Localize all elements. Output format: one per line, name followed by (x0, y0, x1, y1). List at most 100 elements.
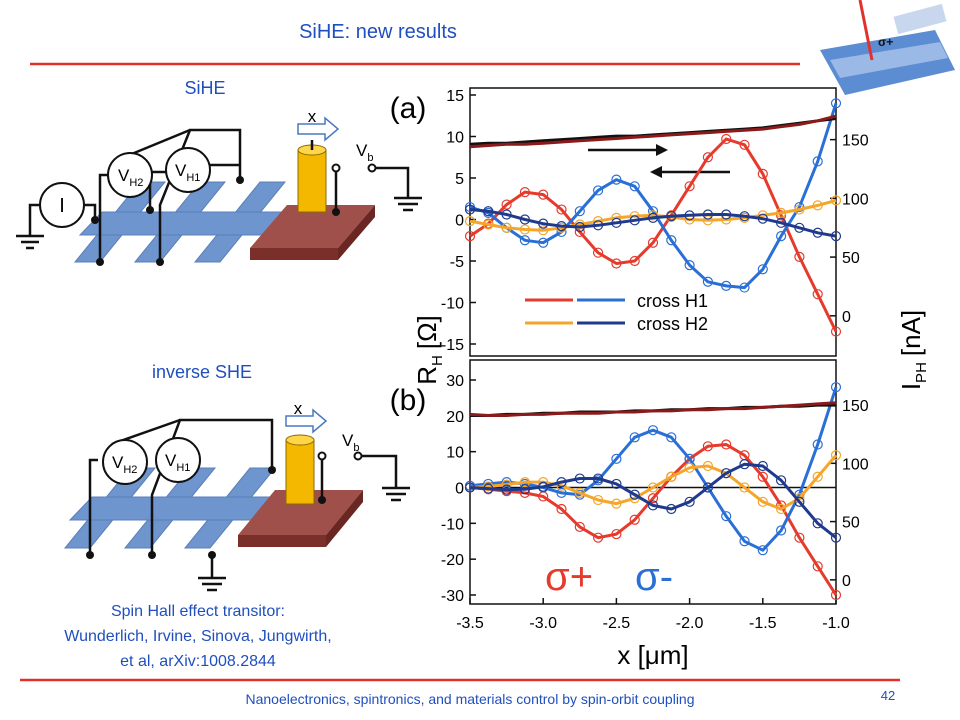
source-label: I (59, 195, 65, 217)
y-tick-label: 5 (455, 171, 464, 188)
data-point (684, 260, 695, 271)
annotation: σ+ (545, 555, 593, 599)
y2-axis-label-sub: PH (913, 362, 930, 383)
bias-main: V (342, 431, 354, 450)
data-point (666, 471, 677, 482)
probe-sub: H1 (176, 462, 190, 474)
data-point (647, 237, 659, 248)
y2-tick-label: 100 (842, 456, 869, 473)
data-line (469, 208, 837, 238)
data-line (469, 443, 838, 596)
data-point (757, 168, 768, 179)
probe-main: V (112, 453, 124, 472)
y-tick-label: -10 (441, 516, 464, 533)
data-line (469, 401, 837, 417)
circuit-diagram: SiHE x Vb I VH2 VH1 (16, 78, 422, 266)
data-point (812, 289, 823, 300)
panel-label: (b) (390, 384, 427, 417)
data-point (629, 181, 640, 192)
data-point (464, 231, 476, 242)
diagram-title: SiHE (184, 78, 225, 98)
data-point (812, 561, 823, 572)
y-tick-label: -20 (441, 552, 464, 569)
y-tick-label: 30 (446, 373, 464, 390)
data-point (647, 425, 659, 436)
x-tick-label: -3.5 (456, 615, 484, 632)
y2-tick-label: 150 (842, 133, 869, 150)
y-tick-label: 10 (446, 130, 464, 147)
data-point (739, 536, 750, 547)
y-tick-label: 20 (446, 409, 464, 426)
data-point (574, 521, 585, 533)
panel-label: (a) (390, 92, 427, 125)
plot-frame (469, 359, 837, 605)
data-line (469, 386, 838, 552)
data-point (794, 251, 805, 262)
citation-line: Spin Hall effect transitor: (111, 603, 285, 620)
y2-tick-label: 100 (842, 191, 869, 208)
data-point (830, 589, 842, 601)
data-point (830, 450, 842, 461)
y-tick-label: 10 (446, 445, 464, 462)
y2-axis-label-main: I (896, 383, 926, 390)
bias-sub: b (353, 442, 359, 454)
data-point (666, 432, 677, 443)
y-axis-label-main: R (412, 366, 442, 385)
bias-sub: b (367, 152, 373, 164)
y-tick-label: 15 (446, 88, 464, 105)
data-point (775, 525, 787, 536)
data-line (469, 114, 837, 149)
data-point (830, 532, 842, 543)
data-point (647, 493, 659, 504)
data-point (775, 503, 787, 515)
data-point (739, 482, 750, 493)
probe-main: V (118, 166, 130, 185)
probe-main: V (165, 451, 177, 470)
data-point (812, 518, 823, 529)
legend-label: cross H1 (637, 291, 708, 311)
x-tick-label: -1.0 (822, 615, 850, 632)
x-axis-label: x [μm] (617, 640, 688, 670)
citation-line: Wunderlich, Irvine, Sinova, Jungwirth, (64, 628, 331, 645)
x-tick-label: -3.0 (529, 615, 557, 632)
y2-tick-label: 150 (842, 398, 869, 415)
data-line (469, 454, 838, 511)
y2-tick-label: 0 (842, 309, 851, 326)
data-point (629, 489, 640, 500)
probe-sub: H2 (129, 177, 143, 189)
data-point (775, 210, 787, 221)
x-tick-label: -2.0 (676, 615, 704, 632)
data-point (629, 432, 640, 443)
probe-label: VH2 (112, 453, 137, 476)
y2-axis-label-unit: [nA] (896, 310, 926, 356)
legend-label: cross H2 (637, 314, 708, 334)
data-point (757, 264, 768, 275)
diagram-title: inverse SHE (152, 362, 252, 382)
data-point (721, 511, 732, 522)
data-point (684, 181, 695, 192)
bias-label: Vb (342, 431, 359, 454)
y2-tick-label: 50 (842, 250, 860, 267)
y-tick-label: -5 (450, 254, 464, 271)
data-point (592, 247, 604, 258)
data-point (574, 206, 585, 217)
probe-sub: H1 (186, 172, 200, 184)
data-point (647, 482, 659, 493)
page-number: 42 (881, 688, 895, 703)
data-point (702, 152, 714, 163)
data-line (469, 198, 837, 232)
data-point (794, 496, 805, 507)
data-point (556, 503, 567, 515)
corner-image: σ+ (820, 0, 955, 95)
arrow-label: x (308, 107, 317, 126)
y-tick-label: -30 (441, 588, 464, 605)
data-point (611, 453, 622, 464)
probe-label: VH1 (175, 161, 200, 184)
data-point (611, 174, 622, 185)
citation: Spin Hall effect transitor: Wunderlich, … (64, 603, 331, 670)
y-tick-label: 0 (455, 213, 464, 230)
bias-label: Vb (356, 141, 373, 164)
probe-label: VH1 (165, 451, 190, 474)
footer-text: Nanoelectronics, spintronics, and materi… (246, 691, 695, 707)
data-point (794, 532, 805, 543)
